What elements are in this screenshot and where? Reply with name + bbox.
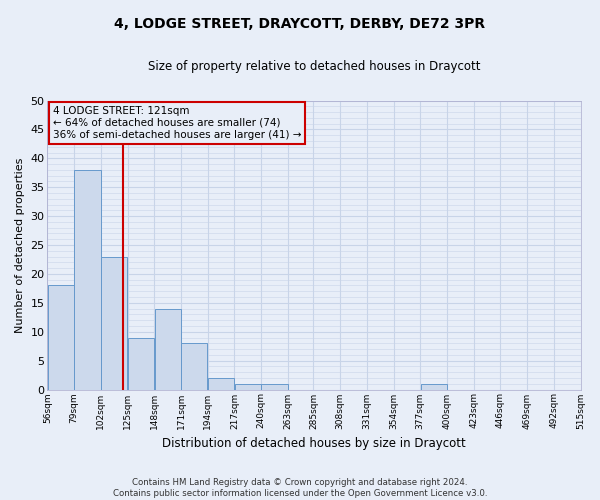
Bar: [208, 378, 234, 390]
Text: Contains HM Land Registry data © Crown copyright and database right 2024.
Contai: Contains HM Land Registry data © Crown c…: [113, 478, 487, 498]
Title: Size of property relative to detached houses in Draycott: Size of property relative to detached ho…: [148, 60, 480, 73]
Bar: [235, 384, 261, 390]
Bar: [421, 384, 446, 390]
Text: 4 LODGE STREET: 121sqm
← 64% of detached houses are smaller (74)
36% of semi-det: 4 LODGE STREET: 121sqm ← 64% of detached…: [53, 106, 301, 140]
Y-axis label: Number of detached properties: Number of detached properties: [15, 158, 25, 332]
Bar: [262, 384, 287, 390]
X-axis label: Distribution of detached houses by size in Draycott: Distribution of detached houses by size …: [162, 437, 466, 450]
Bar: [128, 338, 154, 390]
Bar: [581, 384, 600, 390]
Bar: [48, 286, 74, 390]
Bar: [181, 344, 208, 390]
Text: 4, LODGE STREET, DRAYCOTT, DERBY, DE72 3PR: 4, LODGE STREET, DRAYCOTT, DERBY, DE72 3…: [115, 18, 485, 32]
Bar: [155, 308, 181, 390]
Bar: [101, 256, 127, 390]
Bar: [74, 170, 101, 390]
